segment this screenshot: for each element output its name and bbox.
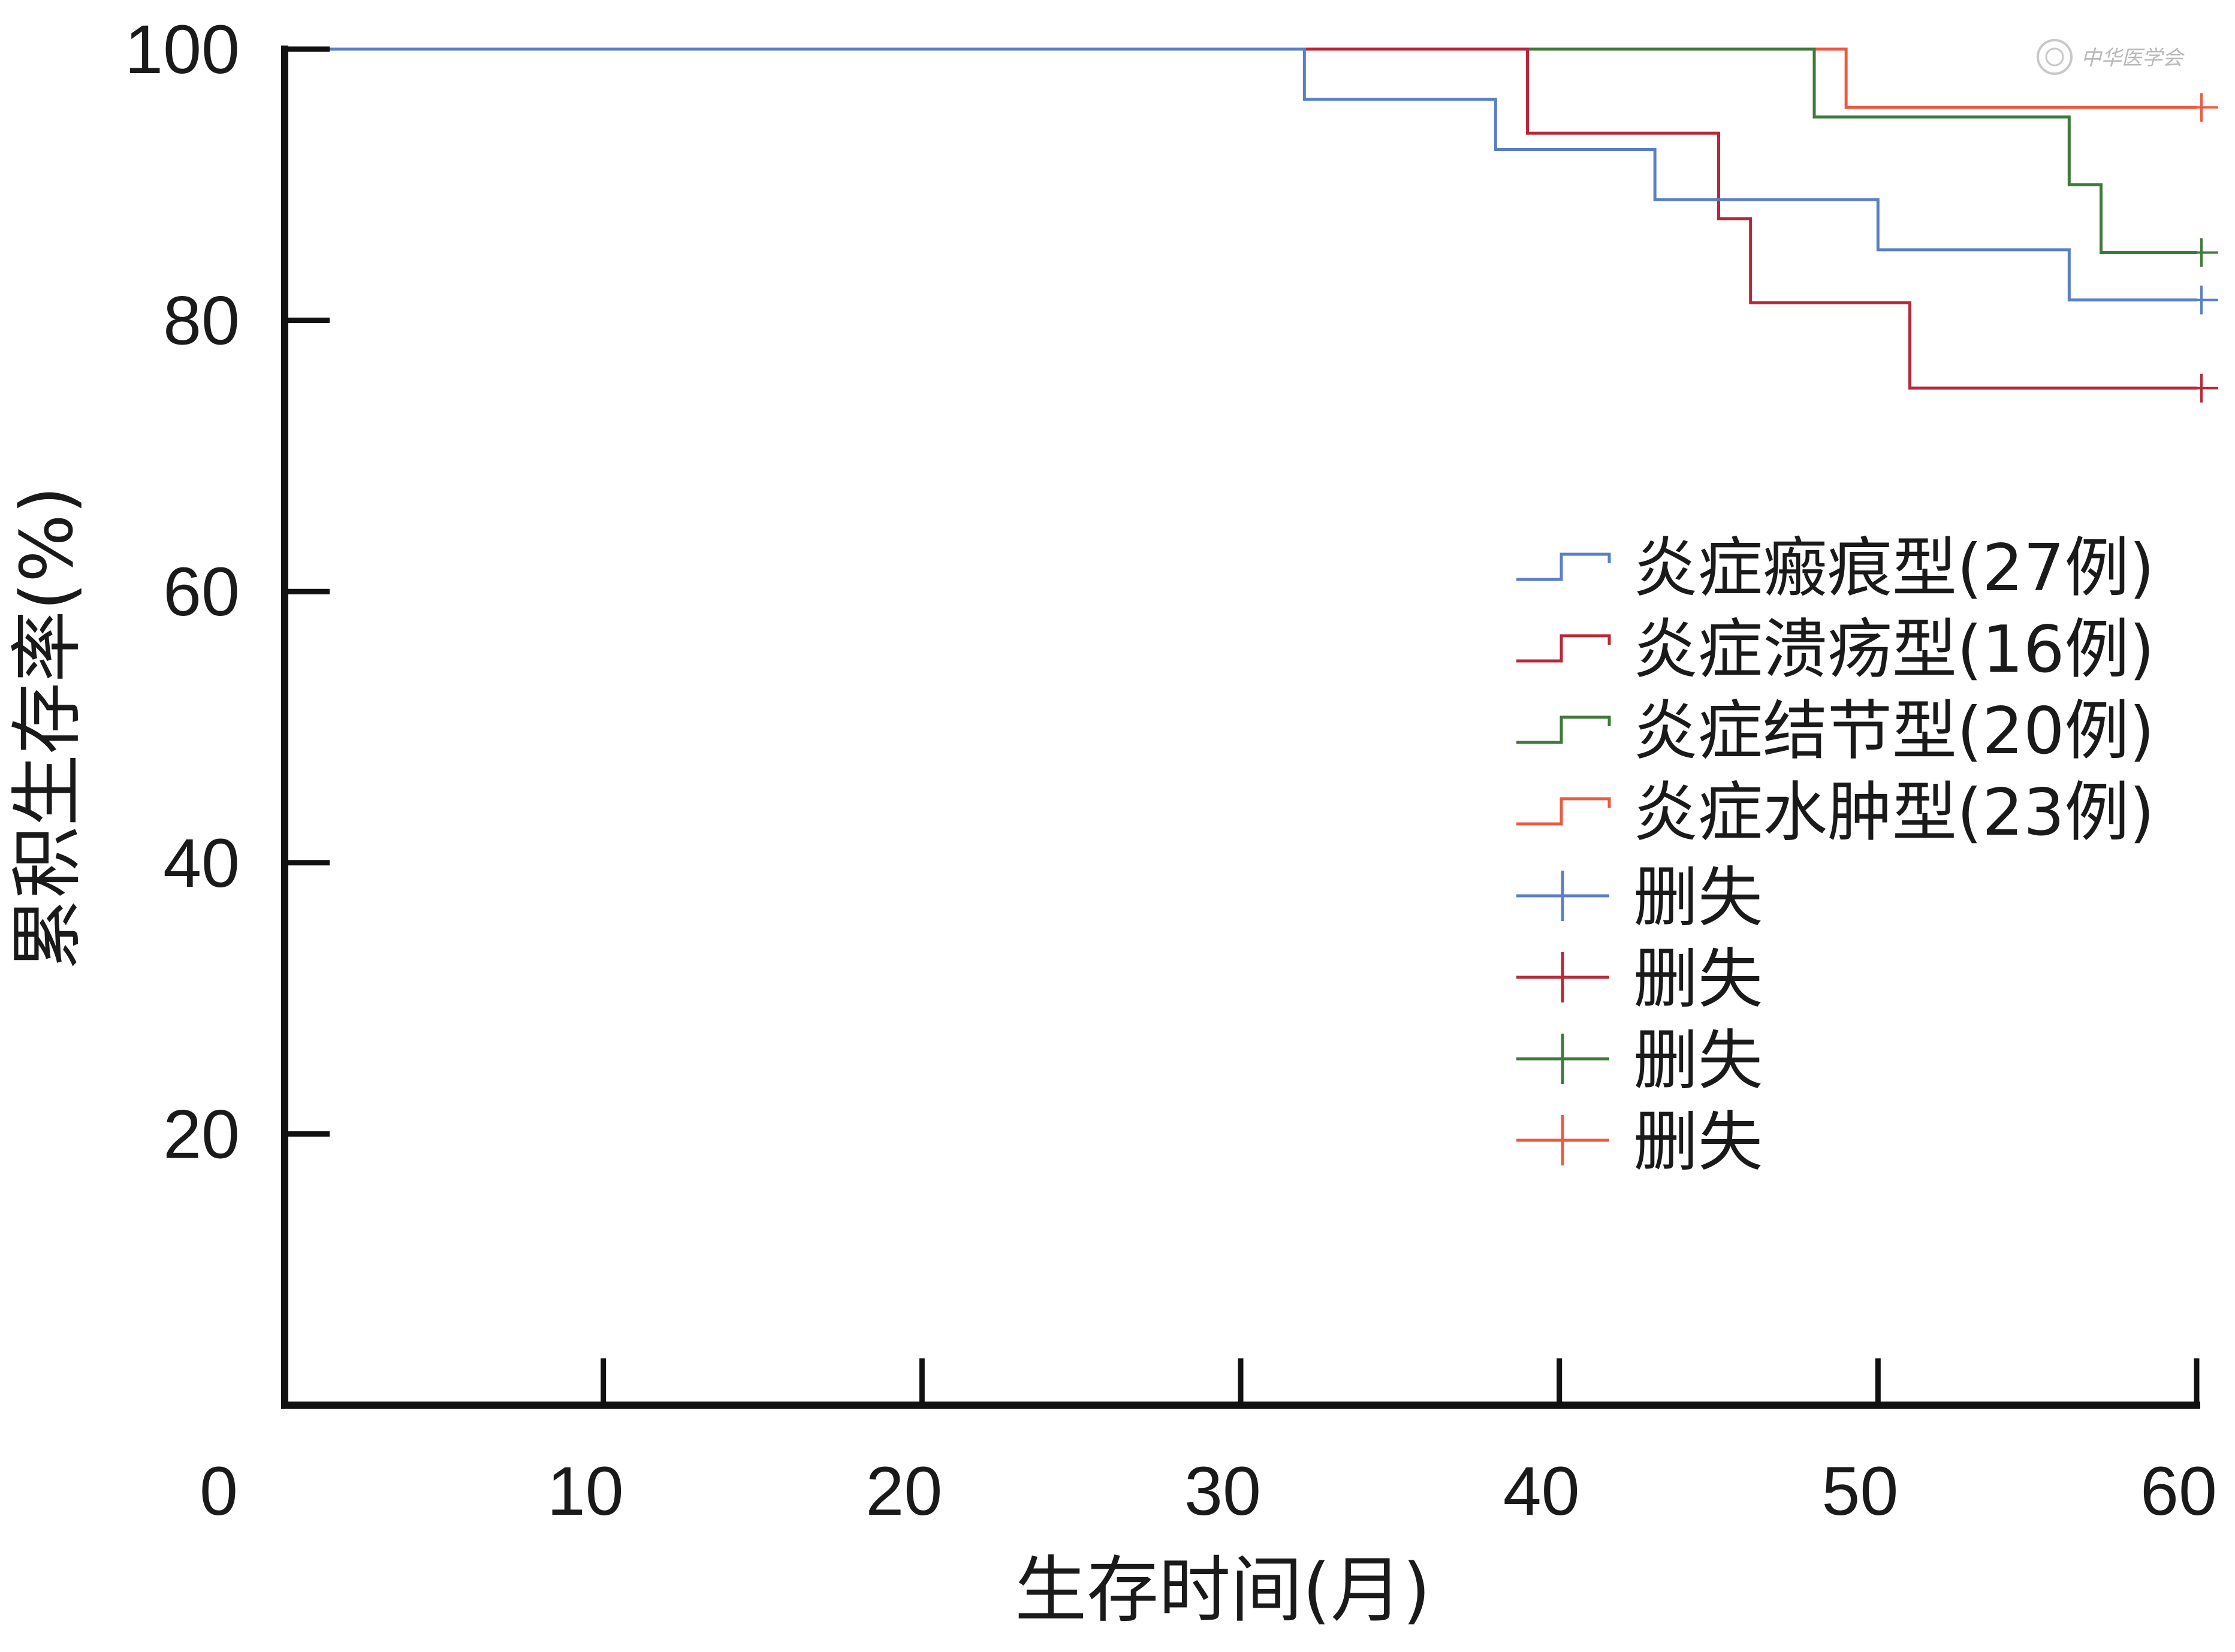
- survival-curve: [328, 47, 2197, 109]
- x-tick-label: 30: [1184, 1453, 1261, 1530]
- legend-censor-label: 删失: [1633, 860, 1763, 935]
- watermark-text: 中华医学会: [2081, 46, 2185, 70]
- survival-curve: [328, 47, 2197, 390]
- legend-step-symbol: [1516, 715, 1611, 744]
- x-tick-label: 10: [547, 1453, 624, 1530]
- legend-label: 炎症瘢痕型(27例): [1633, 531, 2155, 606]
- watermark-emblem: [2037, 39, 2073, 75]
- x-tick-label: 20: [865, 1453, 942, 1530]
- x-axis-title: 生存时间(月): [1015, 1549, 1431, 1632]
- y-tick-label: 80: [163, 283, 240, 360]
- plot-area: [328, 47, 2218, 403]
- legend-censor-label: 删失: [1633, 942, 1763, 1017]
- legend-step-symbol: [1516, 552, 1611, 581]
- legend-step-symbol: [1516, 797, 1611, 826]
- y-tick-label: 40: [163, 825, 240, 902]
- y-tick-label: 20: [163, 1096, 240, 1173]
- x-tick-label: 40: [1503, 1453, 1580, 1530]
- x-tick-label: 60: [2140, 1453, 2217, 1530]
- survival-curve: [328, 47, 2197, 254]
- legend: 炎症瘢痕型(27例)炎症溃疡型(16例)炎症结节型(20例)炎症水肿型(23例)…: [1516, 531, 2155, 1180]
- legend-label: 炎症结节型(20例): [1633, 694, 2155, 769]
- legend-label: 炎症水肿型(23例): [1633, 775, 2155, 850]
- x-tick-label: 0: [200, 1453, 238, 1530]
- x-tick-label: 50: [1821, 1453, 1898, 1530]
- legend-label: 炎症溃疡型(16例): [1633, 612, 2155, 687]
- watermark-logo: 中华医学会: [2037, 39, 2185, 75]
- y-tick-label: 60: [163, 554, 240, 630]
- legend-censor-label: 删失: [1633, 1023, 1763, 1098]
- axes: 0 10 20 30 40 50 60 20 40 60 80 100: [125, 11, 2217, 1530]
- y-tick-label: 100: [125, 11, 240, 88]
- survival-curve: [328, 47, 2197, 302]
- legend-censor-label: 删失: [1633, 1105, 1763, 1180]
- y-axis-title: 累积生存率(%): [6, 486, 89, 970]
- legend-step-symbol: [1516, 634, 1611, 663]
